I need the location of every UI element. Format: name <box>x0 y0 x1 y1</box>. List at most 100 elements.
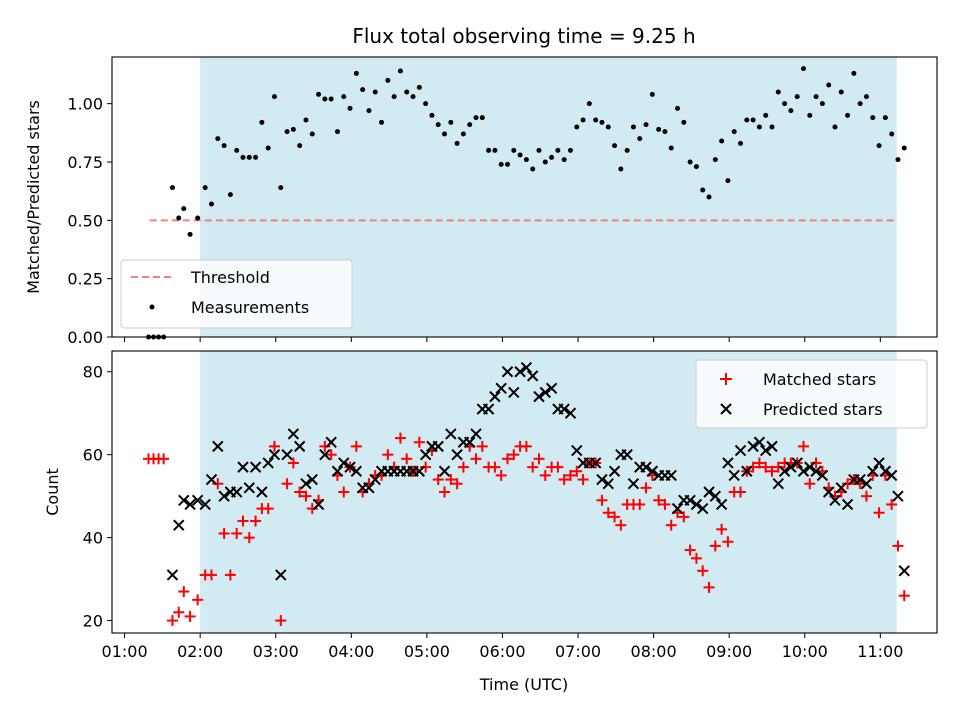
matched-star-marker <box>690 552 702 564</box>
predicted-star-marker <box>520 361 533 374</box>
predicted-marker-b <box>312 498 325 511</box>
predicted-marker-b <box>419 448 432 461</box>
predicted-star-marker <box>589 457 602 469</box>
predicted-star-marker <box>489 390 501 403</box>
predicted-star-marker <box>640 461 652 473</box>
predicted-marker-b <box>545 382 558 395</box>
measurement-point <box>347 105 353 111</box>
predicted-marker-b <box>199 498 211 511</box>
measurement-point <box>775 89 781 95</box>
predicted-marker-b <box>885 469 898 482</box>
matched-star-marker <box>735 486 747 498</box>
measurement-point <box>195 215 201 221</box>
measurement-point <box>181 206 187 212</box>
predicted-star-marker <box>835 482 847 494</box>
measurement-point <box>643 122 649 128</box>
matched-star-marker <box>703 581 715 593</box>
predicted-star-marker <box>526 370 539 382</box>
measurement-point <box>536 147 542 153</box>
measurement-point <box>454 140 460 146</box>
measurement-point <box>523 157 529 163</box>
measurement-point <box>517 152 523 158</box>
predicted-star-marker <box>621 448 633 461</box>
matched-star-marker <box>268 440 280 452</box>
measurement-point <box>221 143 227 149</box>
matched-star-marker <box>237 515 249 527</box>
matched-star-markers <box>143 432 910 627</box>
predicted-star-marker <box>482 403 495 415</box>
predicted-star-marker <box>627 477 640 490</box>
legend-measurements-swatch <box>149 304 155 310</box>
predicted-star-marker <box>697 502 709 515</box>
predicted-marker-b <box>741 465 753 477</box>
predicted-star-marker <box>262 457 274 469</box>
top-legend: Threshold Measurements <box>120 259 353 329</box>
bottom-y-ticks: 20 40 60 80 <box>83 363 112 631</box>
measurement-point <box>769 124 775 130</box>
predicted-marker-b <box>791 457 803 469</box>
predicted-marker-b <box>841 498 854 511</box>
x-tick-label: 05:00 <box>404 642 450 661</box>
predicted-star-marker <box>753 436 766 448</box>
predicted-star-marker <box>867 465 879 477</box>
predicted-star-marker <box>785 461 797 473</box>
predicted-marker-b <box>287 428 300 440</box>
measurement-point <box>725 178 731 184</box>
predicted-marker-b <box>810 465 822 477</box>
predicted-star-marker <box>533 390 545 403</box>
predicted-marker-b <box>256 486 268 498</box>
predicted-marker-b <box>445 428 457 440</box>
predicted-star-marker <box>759 444 772 457</box>
predicted-star-marker <box>470 428 482 440</box>
predicted-marker-b <box>873 457 885 469</box>
measurement-point <box>240 154 246 160</box>
measurement-point <box>271 94 277 100</box>
predicted-star-marker <box>256 486 268 498</box>
measurement-point <box>895 157 901 163</box>
measurement-point <box>467 122 473 128</box>
measurement-point <box>794 94 800 100</box>
predicted-marker-b <box>205 473 218 486</box>
measurement-point <box>863 94 869 100</box>
matched-star-marker <box>760 461 772 473</box>
matched-star-marker <box>709 540 721 552</box>
measurement-point <box>618 166 624 172</box>
measurement-point <box>473 115 479 121</box>
x-axis-label: Time (UTC) <box>479 675 568 694</box>
matched-star-marker <box>212 478 224 490</box>
top-plot-frame <box>111 56 938 338</box>
predicted-star-marker <box>184 498 196 511</box>
predicted-marker-b <box>640 461 652 473</box>
matched-star-marker <box>287 457 299 469</box>
matched-star-marker <box>325 449 337 461</box>
measurement-point <box>416 84 422 90</box>
measurement-point <box>549 154 555 160</box>
measurement-point <box>807 112 813 118</box>
predicted-star-marker <box>791 457 803 469</box>
matched-star-marker <box>192 594 204 606</box>
measurement-point <box>889 131 895 137</box>
bottom-y-tick-label: 60 <box>83 446 103 465</box>
measurement-point <box>209 201 215 207</box>
predicted-marker-b <box>482 403 495 415</box>
predicted-marker-b <box>173 519 185 531</box>
measurement-point <box>845 112 851 118</box>
matched-star-marker <box>678 511 690 523</box>
measurement-point <box>215 136 221 142</box>
matched-star-marker <box>338 486 350 498</box>
matched-star-marker <box>224 569 236 581</box>
predicted-marker-b <box>715 498 728 511</box>
measurement-point <box>668 145 674 151</box>
matched-star-marker <box>413 436 425 448</box>
bottom-plot-frame <box>111 350 938 634</box>
predicted-star-marker <box>684 494 696 507</box>
measurement-point <box>176 215 182 221</box>
measurement-point <box>876 143 882 149</box>
measurement-point <box>366 108 372 114</box>
measurement-point <box>246 154 252 160</box>
predicted-marker-b <box>363 482 375 494</box>
predicted-star-marker <box>822 486 835 498</box>
matched-star-marker <box>401 453 413 465</box>
predicted-star-marker <box>230 486 243 498</box>
predicted-star-marker <box>413 465 426 477</box>
